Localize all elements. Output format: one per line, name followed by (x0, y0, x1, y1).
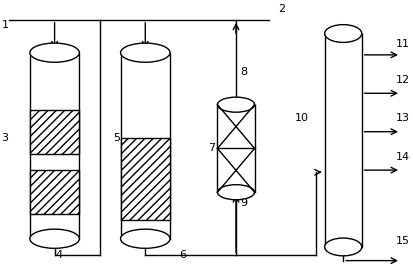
Ellipse shape (217, 97, 254, 112)
Bar (120, 53, 170, 239)
Ellipse shape (30, 229, 79, 248)
Text: 7: 7 (207, 144, 214, 153)
Text: 11: 11 (395, 40, 409, 49)
Ellipse shape (217, 185, 254, 200)
Text: 3: 3 (2, 133, 9, 142)
Text: 4: 4 (55, 250, 62, 260)
Bar (30, 53, 79, 239)
Text: 10: 10 (294, 113, 308, 123)
Text: 2: 2 (277, 4, 284, 14)
Ellipse shape (324, 25, 361, 42)
Text: 6: 6 (178, 250, 185, 260)
Ellipse shape (30, 43, 79, 62)
Text: 1: 1 (2, 20, 9, 30)
Bar (30, 170, 79, 214)
Ellipse shape (120, 229, 170, 248)
Bar (120, 138, 170, 219)
Ellipse shape (324, 238, 361, 256)
Text: 15: 15 (395, 236, 409, 246)
Text: 14: 14 (395, 152, 409, 162)
Text: 8: 8 (240, 67, 247, 77)
Text: 13: 13 (395, 113, 409, 123)
Bar (30, 110, 79, 154)
Text: 12: 12 (395, 75, 409, 85)
Bar (324, 34, 361, 247)
Bar (217, 105, 254, 192)
Text: 5: 5 (113, 133, 120, 142)
Ellipse shape (120, 43, 170, 62)
Text: 9: 9 (240, 198, 247, 208)
